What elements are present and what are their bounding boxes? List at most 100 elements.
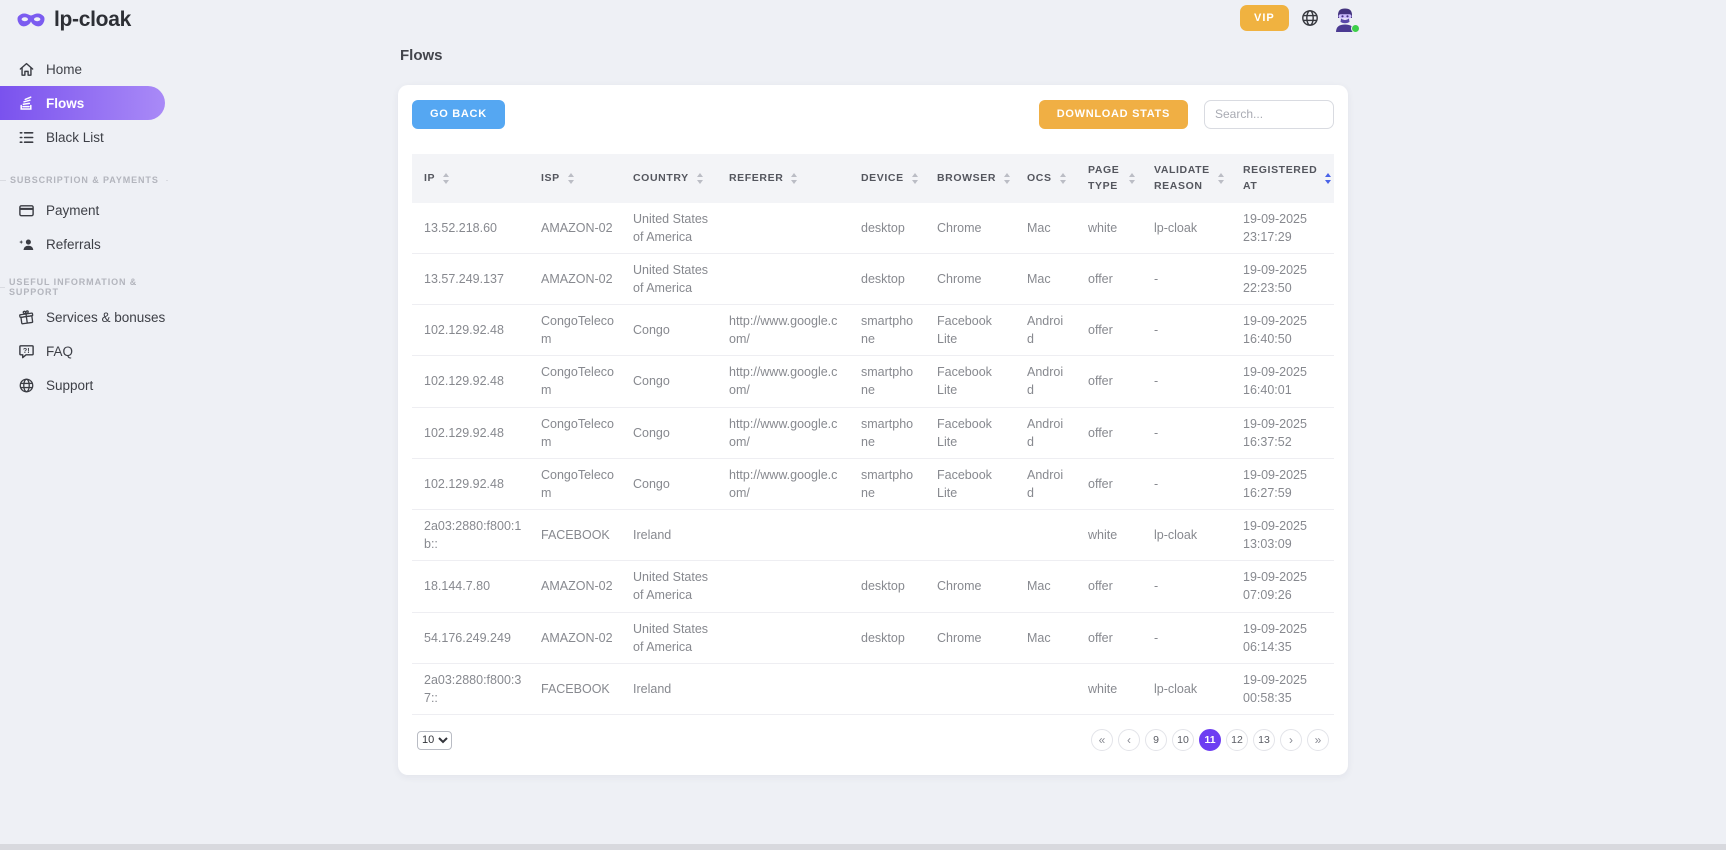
cell-isp: CongoTelecom	[541, 314, 614, 347]
table-row[interactable]: 54.176.249.249 AMAZON-02 United States o…	[412, 612, 1334, 664]
col-header-ocs[interactable]: OCS	[1015, 154, 1076, 203]
col-header-page-type[interactable]: PAGE TYPE	[1076, 154, 1142, 203]
cell-country: Ireland	[633, 528, 672, 543]
pagination-page-11-active[interactable]: 11	[1199, 729, 1221, 752]
sort-icon[interactable]	[1059, 172, 1067, 184]
sidebar-item-support[interactable]: Support	[0, 368, 182, 402]
language-globe-icon[interactable]	[1300, 8, 1320, 28]
cell-country: Congo	[633, 374, 670, 389]
pagination-prev-button[interactable]: ‹	[1118, 729, 1140, 752]
cell-browser	[925, 663, 1015, 714]
cell-referer	[717, 663, 849, 714]
sidebar-item-home[interactable]: Home	[0, 52, 182, 86]
table-row[interactable]: 102.129.92.48 CongoTelecom Congo http://…	[412, 407, 1334, 459]
cell-ocs: Mac	[1027, 630, 1051, 645]
cell-isp: AMAZON-02	[541, 579, 613, 594]
brand-logo[interactable]: lp-cloak	[16, 8, 131, 32]
sidebar-item-payment[interactable]: Payment	[0, 193, 182, 227]
cell-ip: 54.176.249.249	[424, 630, 511, 645]
table-row[interactable]: 2a03:2880:f800:37:: FACEBOOK Ireland whi…	[412, 663, 1334, 715]
download-stats-button[interactable]: DOWNLOAD STATS	[1038, 99, 1188, 129]
cell-validate-reason: lp-cloak	[1154, 528, 1198, 543]
cell-validate-reason: -	[1154, 374, 1159, 389]
pagination-next-button[interactable]: ›	[1280, 729, 1302, 752]
cell-browser: Facebook Lite	[937, 314, 992, 347]
table-row[interactable]: 102.129.92.48 CongoTelecom Congo http://…	[412, 305, 1334, 356]
col-header-device[interactable]: DEVICE	[849, 154, 925, 203]
black-list-icon	[17, 128, 35, 146]
table-row[interactable]: 13.57.249.137 AMAZON-02 United States of…	[412, 253, 1334, 305]
cell-referer	[717, 253, 849, 304]
go-back-button[interactable]: GO BACK	[412, 99, 505, 129]
cell-ocs: Android	[1027, 467, 1064, 500]
cell-isp: AMAZON-02	[541, 220, 613, 235]
col-header-validate-reason[interactable]: VALIDATE REASON	[1142, 154, 1231, 203]
col-header-ip[interactable]: IP	[412, 154, 529, 203]
sort-icon[interactable]	[567, 172, 575, 184]
cell-device: smartphone	[861, 365, 914, 398]
cell-ocs	[1015, 510, 1076, 561]
user-avatar[interactable]	[1330, 4, 1360, 33]
sort-icon-active[interactable]	[1325, 172, 1332, 184]
search-input[interactable]	[1204, 99, 1334, 129]
sidebar-item-referrals[interactable]: Referrals	[0, 227, 182, 261]
table-row[interactable]: 2a03:2880:f800:1b:: FACEBOOK Ireland whi…	[412, 510, 1334, 561]
sort-icon[interactable]	[1218, 172, 1225, 184]
col-header-registered-at[interactable]: REGISTERED AT	[1231, 154, 1334, 203]
cell-ocs: Mac	[1027, 271, 1051, 286]
cell-page-type: offer	[1088, 476, 1113, 491]
sort-icon[interactable]	[791, 172, 798, 184]
page-size-select[interactable]: 10	[417, 730, 452, 750]
cell-country: United States of America	[633, 621, 709, 654]
cell-device	[849, 510, 925, 561]
pagination-page-13[interactable]: 13	[1253, 729, 1275, 752]
sort-icon[interactable]	[911, 172, 919, 184]
cell-device: desktop	[861, 271, 905, 286]
sidebar-item-services[interactable]: Services & bonuses	[0, 300, 182, 334]
cell-device: smartphone	[861, 416, 914, 449]
table-row[interactable]: 18.144.7.80 AMAZON-02 United States of A…	[412, 561, 1334, 613]
col-header-isp[interactable]: ISP	[529, 154, 621, 203]
table-row[interactable]: 102.129.92.48 CongoTelecom Congo http://…	[412, 356, 1334, 408]
online-status-dot	[1350, 24, 1360, 33]
cell-ip: 13.52.218.60	[424, 220, 497, 235]
cell-validate-reason: -	[1154, 630, 1159, 645]
cell-referer: http://www.google.com/	[729, 314, 838, 347]
pagination-first-button[interactable]: «	[1091, 729, 1113, 752]
cell-ocs: Android	[1027, 365, 1064, 398]
cell-ip: 102.129.92.48	[424, 374, 504, 389]
col-header-referer[interactable]: REFERER	[717, 154, 849, 203]
sidebar-item-black-list[interactable]: Black List	[0, 120, 182, 154]
cell-page-type: offer	[1088, 425, 1113, 440]
sidebar-item-flows[interactable]: Flows	[0, 86, 165, 120]
sort-icon[interactable]	[696, 172, 704, 184]
sort-icon[interactable]	[1129, 172, 1136, 184]
vip-button[interactable]: VIP	[1240, 5, 1289, 31]
cell-device: desktop	[861, 630, 905, 645]
cell-ip: 2a03:2880:f800:37::	[424, 672, 522, 705]
cell-referer: http://www.google.com/	[729, 416, 838, 449]
page-title: Flows	[400, 47, 443, 64]
pagination-last-button[interactable]: »	[1307, 729, 1329, 752]
pagination-page-12[interactable]: 12	[1226, 729, 1248, 752]
pagination-page-10[interactable]: 10	[1172, 729, 1194, 752]
cell-ip: 102.129.92.48	[424, 425, 504, 440]
sidebar-section-subscription: SUBSCRIPTION & PAYMENTS	[0, 167, 182, 193]
sort-icon[interactable]	[443, 172, 450, 184]
chat-bubble-icon: ?!	[17, 342, 35, 360]
sort-icon[interactable]	[1004, 172, 1011, 184]
cell-validate-reason: lp-cloak	[1154, 681, 1198, 696]
cell-validate-reason: -	[1154, 579, 1159, 594]
sidebar-item-label: Services & bonuses	[46, 309, 166, 325]
sidebar-item-faq[interactable]: ?! FAQ	[0, 334, 182, 368]
cell-ocs: Android	[1027, 314, 1064, 347]
cell-page-type: white	[1088, 528, 1118, 543]
main-content: Flows GO BACK DOWNLOAD STATS IP ISP COUN…	[398, 47, 1348, 776]
pagination-page-9[interactable]: 9	[1145, 729, 1167, 752]
col-header-country[interactable]: COUNTRY	[621, 154, 717, 203]
cell-referer	[717, 561, 849, 612]
table-row[interactable]: 13.52.218.60 AMAZON-02 United States of …	[412, 203, 1334, 254]
table-row[interactable]: 102.129.92.48 CongoTelecom Congo http://…	[412, 458, 1334, 510]
cell-browser: Facebook Lite	[937, 467, 992, 500]
col-header-browser[interactable]: BROWSER	[925, 154, 1015, 203]
